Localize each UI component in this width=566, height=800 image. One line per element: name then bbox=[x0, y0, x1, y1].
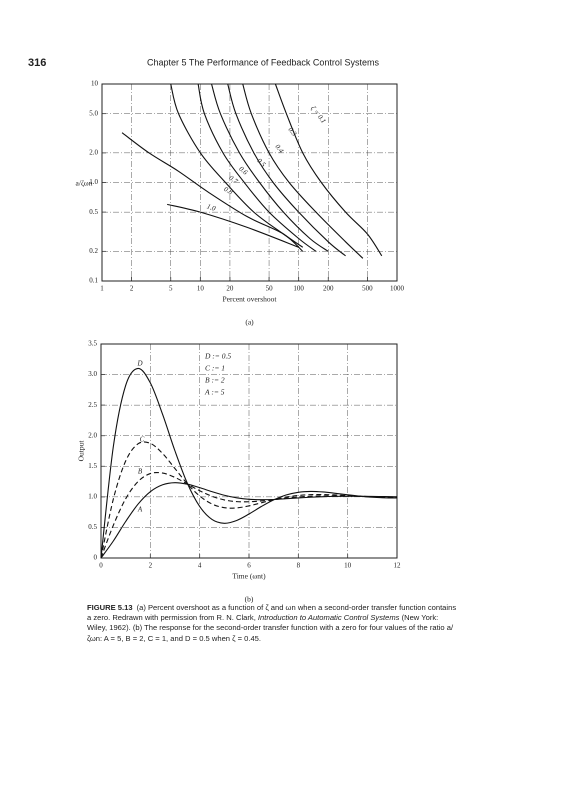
x-tick-label: 500 bbox=[362, 285, 373, 293]
curve-label: 0.8 bbox=[222, 185, 234, 197]
curve bbox=[100, 482, 398, 559]
curve bbox=[100, 367, 398, 559]
curve bbox=[211, 83, 329, 252]
caption-label: FIGURE 5.13 bbox=[87, 603, 133, 612]
y-tick-label: 10 bbox=[91, 80, 99, 88]
x-tick-label: 20 bbox=[226, 285, 234, 293]
curve-label: B bbox=[138, 468, 143, 476]
x-tick-label: 10 bbox=[344, 562, 352, 570]
plot-frame bbox=[101, 83, 398, 282]
curve bbox=[197, 83, 317, 252]
x-axis-label: Percent overshoot bbox=[223, 295, 278, 304]
x-tick-label: 2 bbox=[130, 285, 134, 293]
x-tick-label: 50 bbox=[266, 285, 274, 293]
curve-label: 0.4 bbox=[273, 143, 285, 155]
y-tick-label: 2.0 bbox=[89, 148, 98, 156]
y-tick-label: 3.5 bbox=[88, 340, 97, 348]
curve-label: ζ = 0.1 bbox=[309, 104, 328, 125]
legend-entry: C := 1 bbox=[205, 364, 225, 373]
curve-label: C bbox=[140, 436, 145, 444]
x-tick-label: 1 bbox=[100, 285, 104, 293]
x-tick-label: 10 bbox=[197, 285, 205, 293]
y-tick-label: 0.2 bbox=[89, 247, 98, 255]
y-tick-label: 3.0 bbox=[88, 370, 97, 378]
y-tick-label: 1.5 bbox=[88, 462, 97, 470]
x-tick-label: 8 bbox=[297, 562, 301, 570]
y-tick-label: 0.1 bbox=[89, 277, 98, 285]
x-tick-label: 5 bbox=[169, 285, 173, 293]
caption-book-title: Introduction to Automatic Control System… bbox=[257, 613, 400, 623]
y-axis-label: Output bbox=[77, 440, 86, 462]
legend-entry: D := 0.5 bbox=[204, 352, 231, 361]
curve bbox=[100, 471, 398, 559]
x-tick-label: 100 bbox=[293, 285, 304, 293]
legend-entry: B := 2 bbox=[205, 376, 225, 385]
y-tick-label: 0 bbox=[94, 554, 98, 562]
curve-label: 1.0 bbox=[206, 202, 217, 213]
x-tick-label: 4 bbox=[198, 562, 202, 570]
x-axis-label: Time (ωnt) bbox=[232, 572, 266, 581]
x-tick-label: 2 bbox=[149, 562, 153, 570]
curve bbox=[274, 83, 383, 257]
curve-label: 0.3 bbox=[286, 126, 298, 138]
y-tick-label: 0.5 bbox=[88, 523, 97, 531]
y-tick-label: 1.0 bbox=[89, 178, 98, 186]
y-tick-label: 2.0 bbox=[88, 431, 97, 439]
plot-frame bbox=[100, 343, 398, 559]
subcaption: (b) bbox=[245, 595, 254, 604]
curve bbox=[121, 132, 304, 252]
x-tick-label: 1000 bbox=[390, 285, 405, 293]
x-tick-label: 0 bbox=[99, 562, 103, 570]
y-tick-label: 1.0 bbox=[88, 492, 97, 500]
curve-label: A bbox=[137, 506, 143, 514]
figure-caption: FIGURE 5.13 (a) Percent overshoot as a fu… bbox=[87, 603, 459, 644]
curve-label: 0.7 bbox=[227, 174, 239, 186]
x-tick-label: 12 bbox=[394, 562, 402, 570]
legend-entry: A := 5 bbox=[204, 388, 225, 397]
y-tick-label: 0.5 bbox=[89, 208, 98, 216]
y-tick-label: 5.0 bbox=[89, 109, 98, 117]
y-tick-label: 2.5 bbox=[88, 401, 97, 409]
curve bbox=[167, 203, 299, 248]
caption-text: (New York: Wiley, 1962). (b) The respons… bbox=[87, 613, 454, 643]
curve bbox=[170, 83, 304, 248]
caption-text: (a) Percent overshoot as a function of ζ… bbox=[87, 603, 457, 623]
page-number: 316 bbox=[28, 57, 46, 69]
x-tick-label: 200 bbox=[323, 285, 334, 293]
curve-label: D bbox=[136, 360, 142, 368]
running-title: Chapter 5 The Performance of Feedback Co… bbox=[147, 57, 379, 67]
curve bbox=[242, 83, 364, 259]
curve bbox=[227, 83, 346, 257]
subcaption: (a) bbox=[245, 318, 254, 327]
y-axis-label: a/ζωn bbox=[76, 179, 93, 188]
curve bbox=[100, 441, 398, 559]
x-tick-label: 6 bbox=[247, 562, 251, 570]
